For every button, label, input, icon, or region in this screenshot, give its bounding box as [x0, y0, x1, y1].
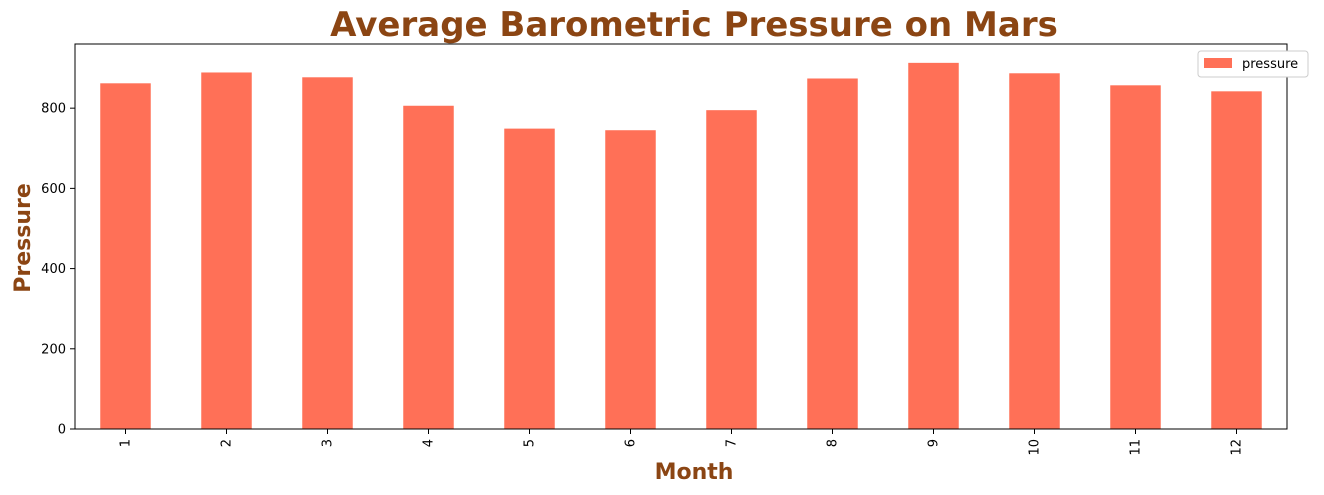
x-tick-label: 10: [1028, 439, 1043, 456]
bar-month-7: [706, 110, 757, 430]
y-tick-label: 200: [41, 342, 66, 357]
bar-month-3: [302, 77, 353, 429]
x-tick-label: 2: [220, 439, 235, 447]
legend-box: [1197, 50, 1309, 78]
bar-month-6: [605, 130, 656, 429]
bar-month-8: [807, 78, 858, 430]
plot-frame: [74, 43, 1288, 430]
x-tick-label: 11: [1129, 439, 1144, 456]
x-tick-label: 3: [321, 439, 336, 447]
legend-label: pressure: [1242, 57, 1298, 72]
bar-month-12: [1211, 91, 1262, 429]
y-tick-label: 0: [58, 423, 66, 438]
y-tick-label: 400: [41, 262, 66, 277]
y-tick-label: 600: [41, 182, 66, 197]
bar-month-9: [908, 62, 959, 429]
x-tick-label: 7: [725, 439, 740, 447]
x-tick-label: 8: [826, 439, 841, 447]
x-tick-label: 5: [523, 439, 538, 447]
bar-month-4: [403, 105, 454, 429]
bar-month-2: [201, 72, 252, 429]
x-tick-label: 9: [927, 439, 942, 447]
y-tick-label: 800: [41, 102, 66, 117]
y-axis-ticks: 0 200 400 600 800: [41, 102, 75, 438]
x-tick-label: 1: [119, 439, 134, 447]
x-tick-label: 12: [1230, 439, 1245, 456]
x-tick-label: 4: [422, 439, 437, 447]
bar-month-1: [100, 83, 151, 430]
x-axis-label: Month: [655, 460, 734, 485]
bar-month-5: [504, 128, 555, 429]
legend-swatch: [1204, 58, 1232, 68]
bar-month-11: [1110, 85, 1161, 429]
bar-month-10: [1009, 73, 1060, 429]
chart-title: Average Barometric Pressure on Mars: [330, 5, 1058, 45]
legend: pressure: [1197, 50, 1309, 78]
y-axis-label: Pressure: [11, 183, 36, 293]
x-axis-ticks: 1 2 3 4 5 6 7 8 9 10 11 12: [119, 429, 1245, 456]
bars-group: [100, 62, 1262, 430]
x-tick-label: 6: [624, 439, 639, 447]
